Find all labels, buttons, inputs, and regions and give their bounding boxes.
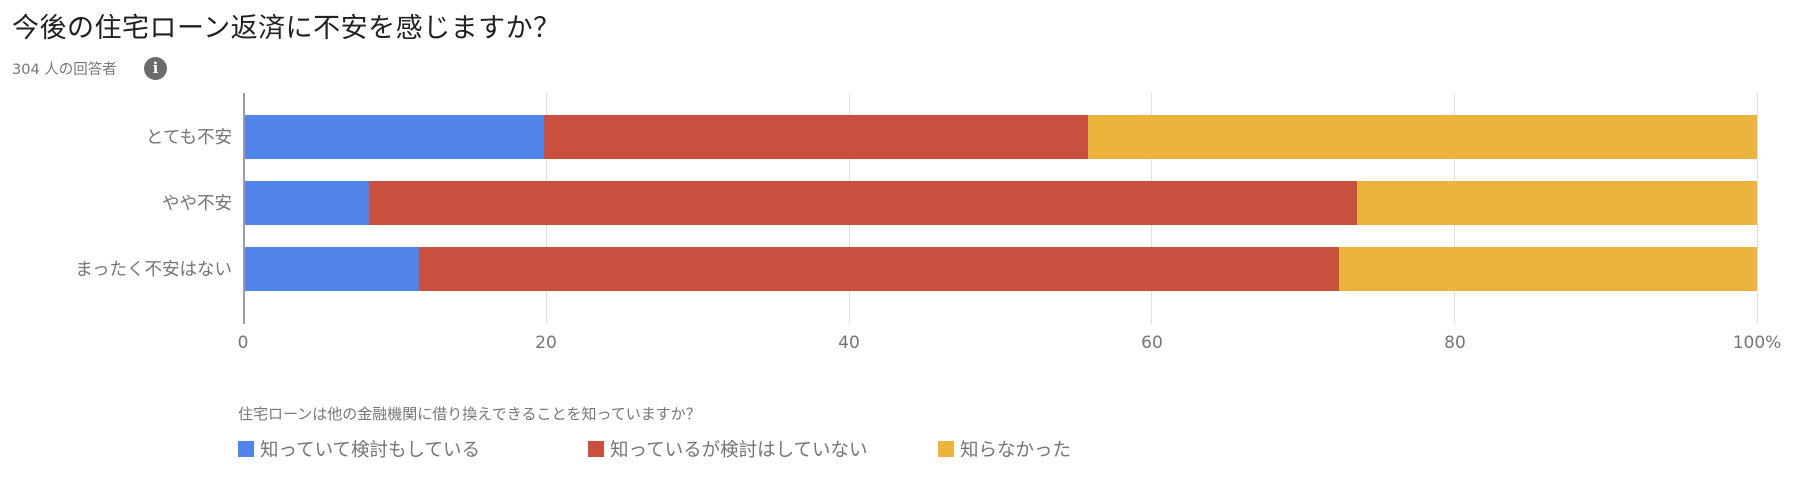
category-label: とても不安	[145, 128, 232, 148]
bar-segment[interactable]	[243, 181, 369, 225]
legend-label: 知っていて検討もしている	[260, 440, 480, 461]
bar-row-3	[243, 247, 1757, 291]
legend-swatch	[588, 441, 604, 457]
bar-segment[interactable]	[368, 181, 1358, 225]
legend-swatch	[238, 441, 254, 457]
plot-area	[243, 93, 1758, 324]
x-tick-label: 40	[838, 333, 860, 353]
chart-title: 今後の住宅ローン返済に不安を感じますか？	[12, 13, 561, 44]
bar-row-1	[243, 115, 1757, 159]
legend-item-known-considering[interactable]: 知っていて検討もしている	[238, 436, 480, 462]
x-tick-label: 60	[1141, 333, 1163, 353]
x-tick-label: 100%	[1732, 333, 1782, 353]
bar-segment[interactable]	[243, 115, 545, 159]
legend-item-did-not-know[interactable]: 知らなかった	[938, 436, 1071, 462]
x-tick-label: 0	[237, 333, 249, 353]
legend-swatch	[938, 441, 954, 457]
y-axis-line	[243, 93, 245, 324]
bar-segment[interactable]	[418, 247, 1340, 291]
bar-row-2	[243, 181, 1757, 225]
legend-title: 住宅ローンは他の金融機関に借り換えできることを知っていますか？	[238, 405, 701, 423]
x-tick-label: 20	[535, 333, 557, 353]
bar-segment[interactable]	[1087, 115, 1757, 159]
bar-segment[interactable]	[1339, 247, 1757, 291]
x-tick-label: 80	[1444, 333, 1466, 353]
bar-segment[interactable]	[243, 247, 419, 291]
category-label: やや不安	[162, 194, 232, 214]
bar-segment[interactable]	[1357, 181, 1757, 225]
bar-segment[interactable]	[544, 115, 1088, 159]
respondent-count: 304 人の回答者	[12, 62, 117, 78]
info-icon[interactable]: i	[144, 57, 167, 80]
legend-label: 知らなかった	[960, 440, 1072, 461]
legend-item-known-not-considering[interactable]: 知っているが検討はしていない	[588, 436, 868, 462]
legend-label: 知っているが検討はしていない	[610, 440, 868, 461]
category-label: まったく不安はない	[75, 260, 232, 280]
gridline	[1757, 93, 1758, 324]
